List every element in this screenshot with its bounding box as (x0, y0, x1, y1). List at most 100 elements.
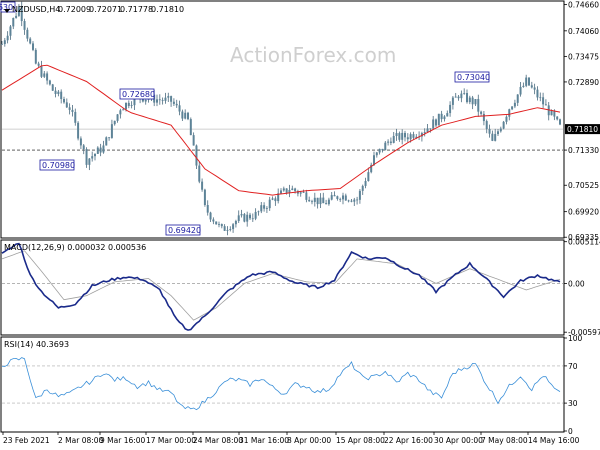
rsi-panel-frame (0, 336, 565, 433)
candle-body (511, 106, 514, 110)
candle-body (361, 185, 364, 191)
candle-body (356, 199, 359, 201)
candle-body (37, 63, 40, 66)
candle-body (170, 96, 173, 102)
candle-body (60, 91, 63, 100)
candle-body (387, 141, 390, 143)
candle-body (220, 224, 223, 227)
candle-body (161, 100, 164, 101)
candle-body (440, 113, 443, 120)
candle-body (353, 199, 356, 202)
candle-body (544, 104, 547, 106)
candle-body (550, 110, 553, 116)
annotation-box (165, 224, 201, 236)
candle-body (294, 188, 297, 192)
candle-body (71, 109, 74, 112)
candle-body (251, 218, 254, 220)
candle-body (91, 156, 94, 159)
candle-body (316, 197, 319, 205)
candle-body (485, 121, 488, 129)
macd-signal-line (1, 250, 561, 321)
candle-body (32, 43, 34, 50)
candle-body (20, 6, 23, 22)
x-tick-label: 23 Feb 2021 (3, 436, 50, 445)
candle-body (375, 152, 378, 156)
candle-body (370, 164, 373, 173)
candle-body (54, 90, 57, 94)
candle-body (23, 21, 26, 30)
candle-body (409, 134, 412, 140)
annotation-box (0, 1, 16, 13)
candle-body (525, 77, 528, 86)
candle-body (491, 133, 494, 141)
candle-body (234, 220, 237, 225)
macd-title: MACD(12,26,9) 0.000032 0.000536 (4, 243, 146, 252)
candle-body (480, 111, 483, 114)
candle-body (105, 137, 108, 146)
candle-body (457, 96, 460, 99)
candle-body (347, 200, 350, 202)
signal-path (1, 250, 561, 321)
candle-body (513, 102, 516, 107)
annotation-label: 0.72680 (122, 90, 155, 99)
x-tick-label: 30 Apr 00:00 (434, 436, 483, 445)
candle-body (172, 101, 175, 104)
y-tick-label: 0.00 (568, 279, 585, 288)
candle-body (9, 26, 12, 36)
candle-body (305, 192, 308, 200)
candle-body (164, 97, 167, 101)
candle-body (43, 73, 46, 77)
candle-body (99, 147, 102, 153)
ohlc-high: 0.72071 (89, 5, 122, 14)
candle-body (435, 119, 437, 126)
candle-body (192, 135, 195, 146)
rsi-line (1, 357, 561, 411)
y-tick-label: -0.005978 (568, 328, 600, 337)
candle-body (218, 224, 220, 225)
x-tick-label: 8 Apr 00:00 (287, 436, 331, 445)
rsi-y-axis: 100 70 30 0 (564, 334, 583, 436)
candle-body (51, 84, 54, 91)
candle-body (494, 134, 497, 141)
x-tick-label: 22 Apr 16:00 (384, 436, 433, 445)
candle-body (556, 116, 559, 120)
candle-body (26, 29, 29, 39)
candle-body (15, 15, 18, 18)
candle-body (85, 149, 88, 165)
y-tick-label: 0.73475 (568, 52, 599, 61)
candle-body (141, 98, 144, 102)
y-tick-label: 0.69920 (568, 208, 599, 217)
price-annotations: 0.74630 0.72680 0.70980 0.69420 0.73040 (0, 1, 490, 236)
macd-main-line (1, 242, 561, 331)
y-tick-label: 0 (568, 427, 573, 436)
candle-body (451, 97, 454, 105)
candle-body (429, 128, 432, 130)
candle-body (277, 193, 280, 202)
price-y-axis: 0.74660 0.74060 0.73475 0.72890 0.71330 0.705… (564, 1, 600, 242)
candle-body (432, 119, 435, 129)
candle-body (96, 147, 99, 154)
candle-body (344, 195, 347, 201)
candle-body (184, 112, 187, 119)
candle-body (406, 137, 409, 140)
x-tick-label: 15 Apr 08:00 (336, 436, 385, 445)
candle-body (519, 86, 522, 95)
annotation-label: 0.70980 (42, 161, 75, 170)
candle-body (156, 99, 158, 103)
candle-body (378, 148, 381, 153)
annotation-box (119, 88, 155, 100)
candle-body (415, 136, 418, 138)
candle-body (68, 107, 71, 110)
annotation-label: 0.74630 (0, 3, 13, 12)
annotation-box (454, 71, 490, 83)
candle-body (488, 128, 491, 134)
candle-body (209, 212, 212, 220)
macd-y-axis: 0.005114 0.00 -0.005978 (564, 238, 600, 337)
candle-body (232, 224, 235, 230)
y-tick-label: 0.70525 (568, 181, 599, 190)
y-tick-label: 0.005114 (568, 238, 600, 247)
candle-body (226, 229, 229, 231)
candle-body (559, 119, 561, 125)
candle-body (401, 132, 404, 140)
